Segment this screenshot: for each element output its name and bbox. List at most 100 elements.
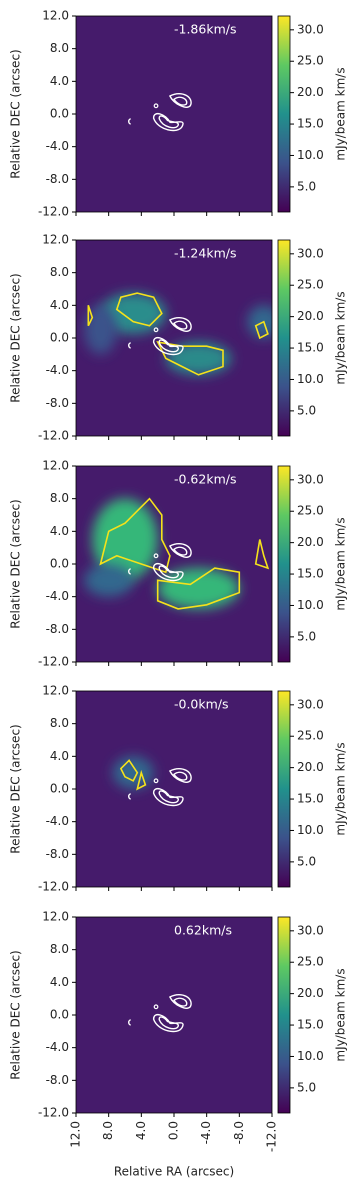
y-tick-label: 12.0 [42,459,69,473]
contour-white [168,993,192,1009]
colorbar [277,465,291,663]
colorbar-tick-label: 20.0 [297,309,324,323]
contour-white [152,1013,184,1033]
image [76,16,272,212]
contour-white [128,568,131,575]
colorbar-tick-label: 15.0 [297,117,324,131]
y-tick-label: 0.0 [50,557,69,571]
colorbar-tick-label: 25.0 [297,729,324,743]
colorbar-tick-label: 20.0 [297,986,324,1000]
colorbar-tick-label: 20.0 [297,535,324,549]
y-tick-label: 4.0 [50,749,69,763]
x-tick-label: -12.0 [265,1121,279,1152]
y-tick-label: 4.0 [50,975,69,989]
y-tick-label: -12.0 [38,205,69,219]
x-tick-label: 0.0 [167,1121,181,1140]
contour-white [173,96,188,106]
colorbar-tick-label: 10.0 [297,1049,324,1063]
y-tick-label: 12.0 [42,910,69,924]
colorbar-tick-label: 30.0 [297,472,324,486]
colorbar-label: mJy/beam km/s [334,517,348,610]
contour-yellow [87,305,94,327]
y-axis-label: Relative DEC (arcsec) [9,273,23,402]
annotation: 0.62km/s [174,923,232,938]
y-tick-label: 8.0 [50,491,69,505]
contour-white [128,1019,131,1026]
colorbar-tick-label: 15.0 [297,1018,324,1032]
contour-yellow [119,759,139,782]
colorbar-tick-label: 25.0 [297,278,324,292]
y-axis-label: Relative DEC (arcsec) [9,49,23,178]
x-tick-label: 4.0 [134,1121,148,1140]
colorbar-tick-label: 10.0 [297,598,324,612]
y-tick-label: 12.0 [42,233,69,247]
contour-yellow [156,341,224,376]
colorbar-tick-label: 30.0 [297,22,324,36]
y-axis-label: Relative DEC (arcsec) [9,499,23,628]
colorbar-tick-label: 30.0 [297,246,324,260]
colorbar-label: mJy/beam km/s [334,291,348,384]
colorbar-tick-label: 30.0 [297,923,324,937]
contour-yellow [136,769,147,791]
contour-white [173,320,188,330]
y-tick-label: 4.0 [50,524,69,538]
contour-white [168,767,192,783]
y-tick-label: -8.0 [46,622,69,636]
contour-white [153,553,159,559]
y-tick-label: -4.0 [46,139,69,153]
contour-white [173,546,188,556]
colorbar-tick-label: 5.0 [297,1080,316,1094]
annotation: -1.86km/s [174,22,236,37]
emission [100,293,166,334]
contour-white [168,316,192,332]
y-tick-label: 8.0 [50,716,69,730]
colorbar-tick-label: 10.0 [297,823,324,837]
contour-white [152,112,184,132]
y-tick-label: -12.0 [38,655,69,669]
image [76,466,272,662]
contour-white [168,542,192,558]
y-tick-label: 4.0 [50,74,69,88]
image-shade [76,691,272,887]
contour-yellow [115,292,163,327]
y-tick-label: -12.0 [38,429,69,443]
image [76,240,272,436]
contour-white [153,1004,159,1010]
colorbar-tick-label: 15.0 [297,792,324,806]
contour-white [173,771,188,781]
colorbar-tick-label: 20.0 [297,760,324,774]
y-tick-label: -8.0 [46,1073,69,1087]
colorbar-tick-label: 15.0 [297,567,324,581]
colorbar [277,15,291,213]
y-tick-label: -4.0 [46,363,69,377]
colorbar-tick-label: 30.0 [297,697,324,711]
image-shade [76,16,272,212]
y-tick-label: -12.0 [38,880,69,894]
image-shade [76,917,272,1113]
colorbar-tick-label: 5.0 [297,854,316,868]
image [76,917,272,1113]
x-tick-label: 12.0 [69,1121,83,1148]
contour-yellow [254,539,270,570]
y-tick-label: 4.0 [50,298,69,312]
annotation: -1.24km/s [174,246,236,261]
contour-white [152,562,184,582]
colorbar-label: mJy/beam km/s [334,67,348,160]
contour-white [153,103,159,109]
colorbar-tick-label: 25.0 [297,54,324,68]
x-tick-label: -4.0 [199,1121,213,1144]
contour-white [158,115,179,129]
y-tick-label: -12.0 [38,1106,69,1120]
y-axis-label: Relative DEC (arcsec) [9,724,23,853]
contour-yellow [254,320,269,340]
y-tick-label: 8.0 [50,265,69,279]
image [76,691,272,887]
y-tick-label: 0.0 [50,107,69,121]
contour-white [152,336,184,356]
colorbar [277,916,291,1114]
y-tick-label: 0.0 [50,331,69,345]
colorbar-tick-label: 10.0 [297,148,324,162]
colorbar [277,690,291,888]
y-tick-label: 12.0 [42,9,69,23]
